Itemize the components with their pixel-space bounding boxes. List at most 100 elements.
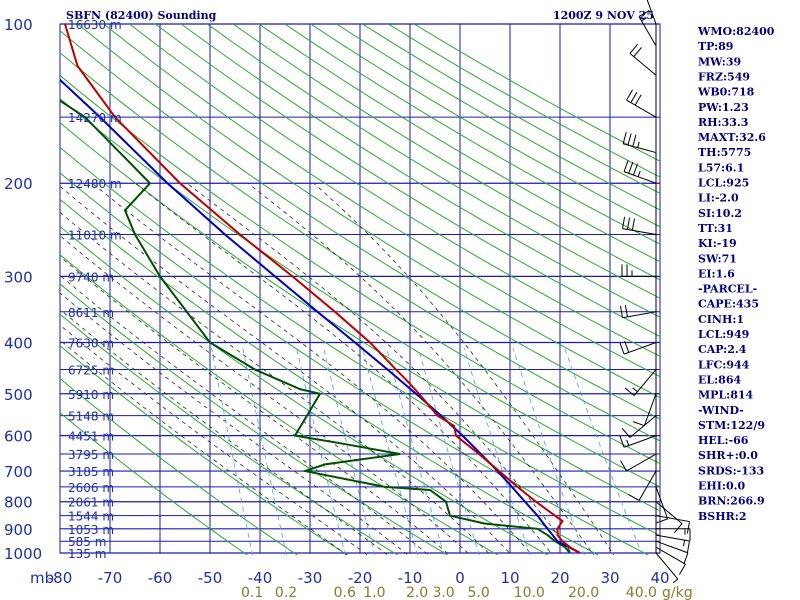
temperature-tick-label: -30 (298, 569, 323, 587)
mixing-ratio-line (211, 348, 253, 555)
dry-adiabat-line (60, 74, 660, 465)
dry-adiabat-line (60, 412, 248, 555)
temperature-tick-label: -70 (98, 569, 123, 587)
pressure-tick-label: 300 (4, 268, 33, 286)
wind-barb (655, 501, 683, 534)
wind-barb (629, 43, 657, 76)
index-line: KI:-19 (698, 237, 737, 250)
wind-barb (638, 10, 657, 47)
height-label: 135 m (68, 547, 106, 561)
temperature-tick-label: 10 (500, 569, 519, 587)
dry-adiabat-line (283, 24, 660, 245)
moist-adiabat-line (60, 324, 369, 555)
temperature-tick-label: -50 (198, 569, 223, 587)
wind-barb (619, 435, 657, 448)
pressure-tick-label: 500 (4, 386, 33, 404)
wind-barb (622, 132, 657, 154)
mixing-ratio-label: 0.6 (334, 585, 356, 600)
index-line: -WIND- (698, 404, 744, 417)
pressure-tick-label: 400 (4, 334, 33, 352)
mixing-ratio-label: 1.0 (363, 585, 385, 600)
dry-adiabat-line (76, 24, 660, 399)
index-line: STM:122/9 (698, 419, 765, 432)
index-line: WB0:718 (697, 86, 755, 99)
height-label: 5148 m (68, 410, 114, 424)
height-label: 4451 m (68, 430, 114, 444)
index-line: SW:71 (698, 252, 737, 265)
dry-adiabat-line (60, 52, 660, 442)
mixing-ratio-label: 10.0 (514, 585, 545, 600)
index-line: BSHR:2 (698, 510, 747, 523)
height-label: 585 m (68, 535, 106, 549)
wind-barb (621, 415, 657, 438)
height-label: 12480 m (68, 177, 122, 191)
index-line: SRDS:-133 (698, 464, 764, 477)
wind-barb (626, 89, 657, 118)
temperature-tick-label: -60 (148, 569, 173, 587)
mixing-ratio-line (296, 348, 346, 555)
wind-barb (620, 453, 657, 472)
index-line: WMO:82400 (697, 25, 775, 38)
mixing-ratio-line (512, 348, 585, 555)
height-label: 1544 m (68, 510, 114, 524)
mixing-ratio-label: 2.0 (406, 585, 428, 600)
temperature-tick-label: -80 (48, 569, 73, 587)
temperature-tick-label: 0 (455, 569, 465, 587)
moist-adiabat-line (247, 182, 595, 555)
moist-adiabat-line (135, 182, 554, 555)
index-line: LCL:949 (698, 328, 749, 341)
moist-adiabat-line (186, 182, 574, 555)
height-label: 7630 m (68, 336, 114, 350)
index-line: MPL:814 (698, 389, 754, 402)
index-line: TP:89 (698, 40, 733, 53)
wind-barb (619, 340, 657, 355)
wind-barb (619, 304, 657, 319)
index-line: CINH:1 (698, 313, 744, 326)
moist-adiabat-line (60, 235, 471, 555)
moist-adiabat-line (92, 182, 533, 555)
dry-adiabat-line (60, 313, 399, 555)
height-label: 14270 m (68, 111, 122, 125)
index-line: EHI:0.0 (698, 480, 745, 493)
dry-adiabat-line (232, 24, 660, 281)
temperature-tick-label: 40 (650, 569, 669, 587)
index-line: L57:6.1 (698, 161, 744, 174)
pressure-tick-label: 900 (4, 521, 33, 539)
height-label: 2606 m (68, 481, 114, 495)
mixing-ratio-line (463, 348, 531, 555)
height-label: 1053 m (68, 523, 114, 537)
dry-adiabat-line (206, 24, 660, 299)
temperature-tick-label: 30 (600, 569, 619, 587)
dry-adiabat-line (60, 172, 650, 555)
height-label: 5910 m (68, 388, 114, 402)
index-line: TH:5775 (698, 146, 751, 159)
wind-barb (628, 470, 657, 501)
chart-title-station: SBFN (82400) Sounding (66, 9, 217, 22)
mixing-ratio-line (564, 348, 643, 555)
pressure-tick-label: 1000 (4, 545, 42, 563)
index-line: PW:1.23 (698, 101, 749, 114)
wind-barb (622, 216, 657, 236)
grid-layer (59, 23, 661, 554)
dry-adiabat-line (60, 98, 660, 488)
adiabat-layer (60, 24, 660, 555)
index-line: TT:31 (698, 222, 733, 235)
index-line: LFC:944 (698, 358, 750, 371)
index-line: EI:1.6 (698, 267, 735, 280)
mixing-ratio-label: 3.0 (432, 585, 454, 600)
index-line: CAP:2.4 (698, 343, 747, 356)
mixing-ratio-label: 40.0 (626, 585, 657, 600)
index-line: LCL:925 (698, 177, 749, 190)
index-line: BRN:266.9 (698, 495, 765, 508)
index-line: FRZ:549 (698, 70, 750, 83)
pressure-tick-label: 600 (4, 428, 33, 446)
pressure-tick-label: 200 (4, 175, 33, 193)
dry-adiabat-line (102, 24, 660, 378)
wind-barb (646, 0, 657, 25)
wind-barb (655, 546, 686, 575)
wind-barb (656, 528, 691, 541)
moist-adiabat-line (60, 339, 348, 555)
index-line: MAXT:32.6 (698, 131, 766, 144)
mixing-ratio-label: 20.0 (568, 585, 599, 600)
